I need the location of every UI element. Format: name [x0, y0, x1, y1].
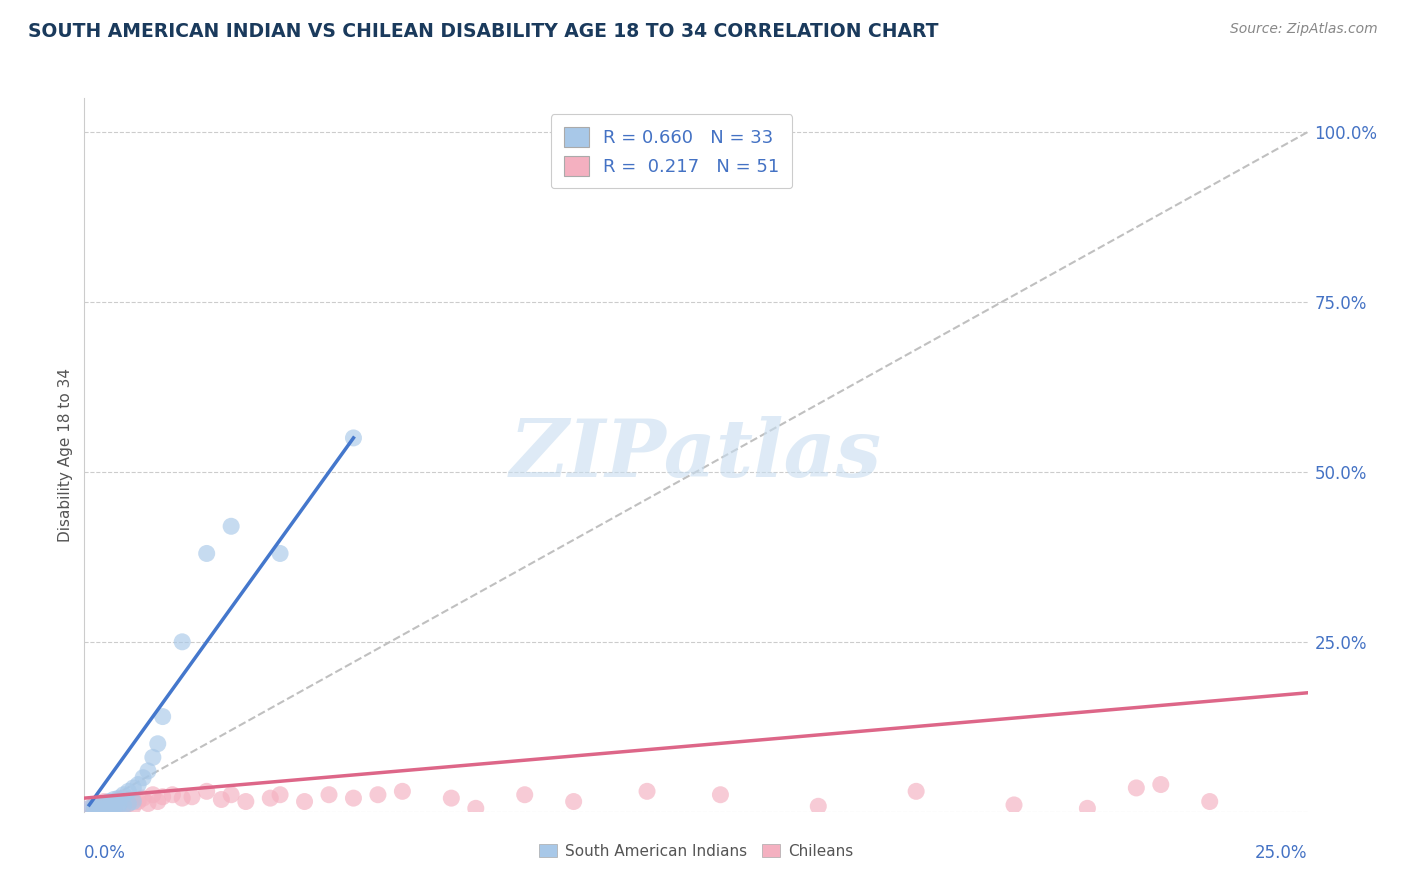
Text: ZIPatlas: ZIPatlas: [510, 417, 882, 493]
Point: [209, 792, 232, 806]
Text: 0.0%: 0.0%: [84, 844, 127, 862]
Point: [269, 546, 291, 560]
Point: [513, 788, 536, 802]
Point: [172, 635, 194, 649]
Point: [440, 791, 463, 805]
Point: [269, 788, 291, 802]
Point: [142, 750, 165, 764]
Point: [93, 795, 115, 809]
Point: [219, 519, 242, 533]
Point: [93, 800, 115, 814]
Point: [136, 797, 159, 811]
Point: [117, 797, 139, 811]
Point: [97, 801, 120, 815]
Point: [905, 784, 928, 798]
Point: [1150, 778, 1173, 792]
Point: [83, 797, 105, 812]
Point: [97, 799, 120, 814]
Point: [87, 801, 110, 815]
Point: [103, 799, 125, 814]
Point: [219, 788, 242, 802]
Point: [162, 788, 184, 802]
Point: [103, 792, 125, 806]
Point: [103, 795, 125, 809]
Point: [107, 797, 129, 811]
Text: Source: ZipAtlas.com: Source: ZipAtlas.com: [1230, 22, 1378, 37]
Point: [87, 801, 110, 815]
Point: [318, 788, 340, 802]
Point: [107, 797, 129, 812]
Point: [152, 789, 174, 804]
Point: [77, 801, 100, 815]
Point: [136, 764, 159, 778]
Point: [636, 784, 658, 798]
Point: [93, 802, 115, 816]
Point: [464, 801, 486, 815]
Point: [1198, 795, 1220, 809]
Point: [142, 788, 165, 802]
Point: [112, 797, 135, 812]
Point: [709, 788, 731, 802]
Point: [97, 797, 120, 812]
Y-axis label: Disability Age 18 to 34: Disability Age 18 to 34: [58, 368, 73, 542]
Point: [294, 795, 316, 809]
Point: [146, 737, 169, 751]
Point: [107, 791, 129, 805]
Point: [77, 801, 100, 815]
Point: [83, 799, 105, 814]
Point: [1076, 801, 1098, 815]
Text: 25.0%: 25.0%: [1256, 844, 1308, 862]
Point: [97, 801, 120, 815]
Point: [259, 791, 281, 805]
Point: [103, 800, 125, 814]
Point: [112, 791, 135, 805]
Point: [807, 799, 830, 814]
Legend: R = 0.660   N = 33, R =  0.217   N = 51: R = 0.660 N = 33, R = 0.217 N = 51: [551, 114, 792, 188]
Point: [83, 803, 105, 817]
Point: [1002, 797, 1025, 812]
Point: [127, 778, 149, 792]
Point: [181, 789, 204, 804]
Point: [122, 780, 145, 795]
Point: [152, 709, 174, 723]
Point: [87, 797, 110, 812]
Point: [235, 795, 257, 809]
Point: [342, 791, 364, 805]
Point: [195, 784, 218, 798]
Point: [132, 791, 155, 805]
Text: SOUTH AMERICAN INDIAN VS CHILEAN DISABILITY AGE 18 TO 34 CORRELATION CHART: SOUTH AMERICAN INDIAN VS CHILEAN DISABIL…: [28, 22, 939, 41]
Point: [103, 797, 125, 812]
Point: [97, 795, 120, 809]
Point: [117, 784, 139, 798]
Point: [117, 797, 139, 811]
Point: [112, 799, 135, 814]
Point: [87, 797, 110, 811]
Point: [122, 792, 145, 806]
Point: [195, 546, 218, 560]
Point: [562, 795, 585, 809]
Point: [107, 792, 129, 806]
Point: [93, 797, 115, 811]
Point: [367, 788, 389, 802]
Point: [107, 799, 129, 814]
Point: [172, 791, 194, 805]
Point: [112, 788, 135, 802]
Point: [122, 799, 145, 814]
Point: [127, 795, 149, 809]
Point: [132, 771, 155, 785]
Point: [342, 431, 364, 445]
Point: [1125, 780, 1147, 795]
Point: [83, 803, 105, 817]
Point: [146, 795, 169, 809]
Point: [122, 795, 145, 809]
Point: [391, 784, 413, 798]
